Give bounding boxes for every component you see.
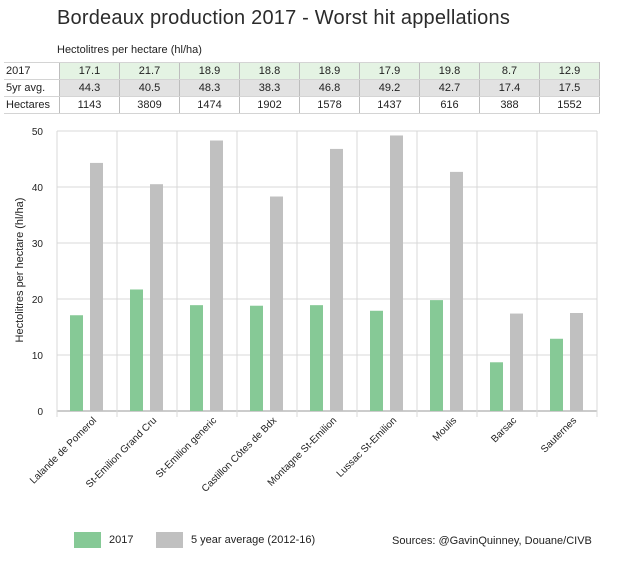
bar-2017 <box>130 289 143 411</box>
bar-5yr-avg <box>210 140 223 411</box>
table-cell: 616 <box>419 96 480 114</box>
table-cell: 17.5 <box>539 79 600 97</box>
table-cell: 17.4 <box>479 79 540 97</box>
table-cell: 12.9 <box>539 62 600 80</box>
table-row-label: 2017 <box>4 62 60 80</box>
table-cell: 48.3 <box>179 79 240 97</box>
bar-2017 <box>310 305 323 411</box>
chart-grid <box>56 130 598 417</box>
legend-item-avg: 5 year average (2012-16) <box>156 532 315 548</box>
legend-label-avg: 5 year average (2012-16) <box>191 534 316 546</box>
table-cell: 40.5 <box>119 79 180 97</box>
table-row: Hectares 1143 3809 1474 1902 1578 1437 616 388 15… <box>4 96 600 114</box>
y-axis-label: Hectolitres per hectare (hl/ha) <box>14 198 26 343</box>
table-row: 5yr avg. 44.3 40.5 48.3 38.3 46.8 49.2 42.7 17.4… <box>4 79 600 97</box>
source-note: Sources: @GavinQuinney, Douane/CIVB <box>392 535 592 547</box>
table-subtitle: Hectolitres per hectare (hl/ha) <box>57 44 202 56</box>
x-tick-label: Moulis <box>431 415 459 443</box>
bar-5yr-avg <box>270 196 283 411</box>
table-cell: 1578 <box>299 96 360 114</box>
x-tick-label: Barsac <box>489 415 519 445</box>
table-cell: 18.9 <box>179 62 240 80</box>
table-cell: 1143 <box>59 96 120 114</box>
table-cell: 46.8 <box>299 79 360 97</box>
table-cell: 1437 <box>359 96 420 114</box>
table-cell: 19.8 <box>419 62 480 80</box>
y-tick-label: 10 <box>32 351 44 362</box>
table-cell: 17.9 <box>359 62 420 80</box>
bar-5yr-avg <box>330 148 343 412</box>
bar-2017 <box>490 362 503 411</box>
legend-swatch-avg <box>156 532 183 548</box>
table-row: 2017 17.1 21.7 18.9 18.8 18.9 17.9 19.8 8.7 12.9 <box>4 62 600 80</box>
chart-ticks: 0 10 20 30 40 50 Lalande de Pomerol St-Emilion … <box>28 127 579 495</box>
x-tick-label: Sauternes <box>539 415 579 455</box>
table-cell: 42.7 <box>419 79 480 97</box>
bar-5yr-avg <box>450 171 463 411</box>
chart-bars <box>70 135 583 412</box>
table-cell: 21.7 <box>119 62 180 80</box>
legend-item-2017: 2017 <box>74 532 133 548</box>
table-cell: 1552 <box>539 96 600 114</box>
table-cell: 17.1 <box>59 62 120 80</box>
bar-2017 <box>250 305 263 411</box>
chart-title: Bordeaux production 2017 - Worst hit app… <box>57 7 511 29</box>
bar-2017 <box>190 305 203 411</box>
table-cell: 49.2 <box>359 79 420 97</box>
y-tick-label: 20 <box>32 295 44 306</box>
bar-5yr-avg <box>510 313 523 411</box>
bar-2017 <box>370 310 383 411</box>
table-cell: 38.3 <box>239 79 300 97</box>
table-cell: 1474 <box>179 96 240 114</box>
bar-5yr-avg <box>90 162 103 411</box>
x-tick-label: Lalande de Pomerol <box>28 415 99 486</box>
table-cell: 3809 <box>119 96 180 114</box>
table-row-label: 5yr avg. <box>4 79 60 97</box>
y-tick-label: 50 <box>32 127 44 138</box>
bar-5yr-avg <box>570 313 583 411</box>
table-row-label: Hectares <box>4 96 60 114</box>
x-tick-label: Montagne St-Emilion <box>266 415 339 488</box>
data-table: 2017 17.1 21.7 18.9 18.8 18.9 17.9 19.8 8.7 12.9 5… <box>4 62 600 114</box>
table-cell: 1902 <box>239 96 300 114</box>
table-cell: 388 <box>479 96 540 114</box>
bar-5yr-avg <box>390 135 403 412</box>
bar-5yr-avg <box>150 184 163 411</box>
bar-2017 <box>550 338 563 411</box>
x-tick-label: Lussac St-Emilion <box>335 415 399 479</box>
table-cell: 8.7 <box>479 62 540 80</box>
y-tick-label: 0 <box>37 407 43 418</box>
y-tick-label: 30 <box>32 239 44 250</box>
table-cell: 44.3 <box>59 79 120 97</box>
table-cell: 18.9 <box>299 62 360 80</box>
y-tick-label: 40 <box>32 183 44 194</box>
legend-label-2017: 2017 <box>109 534 134 546</box>
bar-2017 <box>70 315 83 411</box>
legend-swatch-2017 <box>74 532 101 548</box>
table-cell: 18.8 <box>239 62 300 80</box>
x-tick-label: St-Emilion generic <box>154 415 219 480</box>
bar-2017 <box>430 300 443 411</box>
